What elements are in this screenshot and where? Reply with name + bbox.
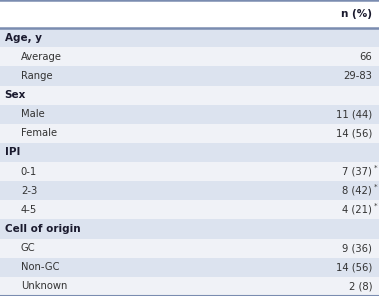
Text: Cell of origin: Cell of origin — [5, 224, 80, 234]
Text: GC: GC — [21, 243, 36, 253]
Text: *: * — [373, 203, 377, 209]
Bar — [0, 124, 379, 143]
Text: 14 (56): 14 (56) — [336, 262, 372, 272]
Text: Female: Female — [21, 128, 57, 138]
Text: 66: 66 — [359, 52, 372, 62]
Text: *: * — [373, 164, 377, 170]
Bar — [0, 239, 379, 258]
Text: 29-83: 29-83 — [343, 71, 372, 81]
Bar — [0, 277, 379, 296]
Bar — [0, 105, 379, 124]
Text: Average: Average — [21, 52, 62, 62]
Text: 4 (21): 4 (21) — [342, 205, 372, 215]
Text: Unknown: Unknown — [21, 281, 67, 292]
Text: 9 (36): 9 (36) — [342, 243, 372, 253]
Text: IPI: IPI — [5, 147, 20, 157]
Bar — [0, 143, 379, 162]
Text: Age, y: Age, y — [5, 33, 42, 43]
Bar — [0, 0, 379, 28]
Bar — [0, 200, 379, 219]
Text: 7 (37): 7 (37) — [342, 167, 372, 177]
Bar — [0, 181, 379, 200]
Text: 14 (56): 14 (56) — [336, 128, 372, 138]
Text: 4-5: 4-5 — [21, 205, 37, 215]
Text: Sex: Sex — [5, 90, 26, 100]
Text: Non-GC: Non-GC — [21, 262, 60, 272]
Bar — [0, 28, 379, 47]
Text: Male: Male — [21, 109, 45, 119]
Text: *: * — [373, 184, 377, 189]
Bar — [0, 86, 379, 105]
Bar — [0, 66, 379, 86]
Text: Range: Range — [21, 71, 52, 81]
Text: 2-3: 2-3 — [21, 186, 37, 196]
Bar — [0, 219, 379, 239]
Bar — [0, 258, 379, 277]
Bar — [0, 47, 379, 66]
Text: 8 (42): 8 (42) — [343, 186, 372, 196]
Bar — [0, 162, 379, 181]
Text: 11 (44): 11 (44) — [336, 109, 372, 119]
Text: n (%): n (%) — [341, 9, 372, 19]
Text: 0-1: 0-1 — [21, 167, 37, 177]
Text: 2 (8): 2 (8) — [349, 281, 372, 292]
